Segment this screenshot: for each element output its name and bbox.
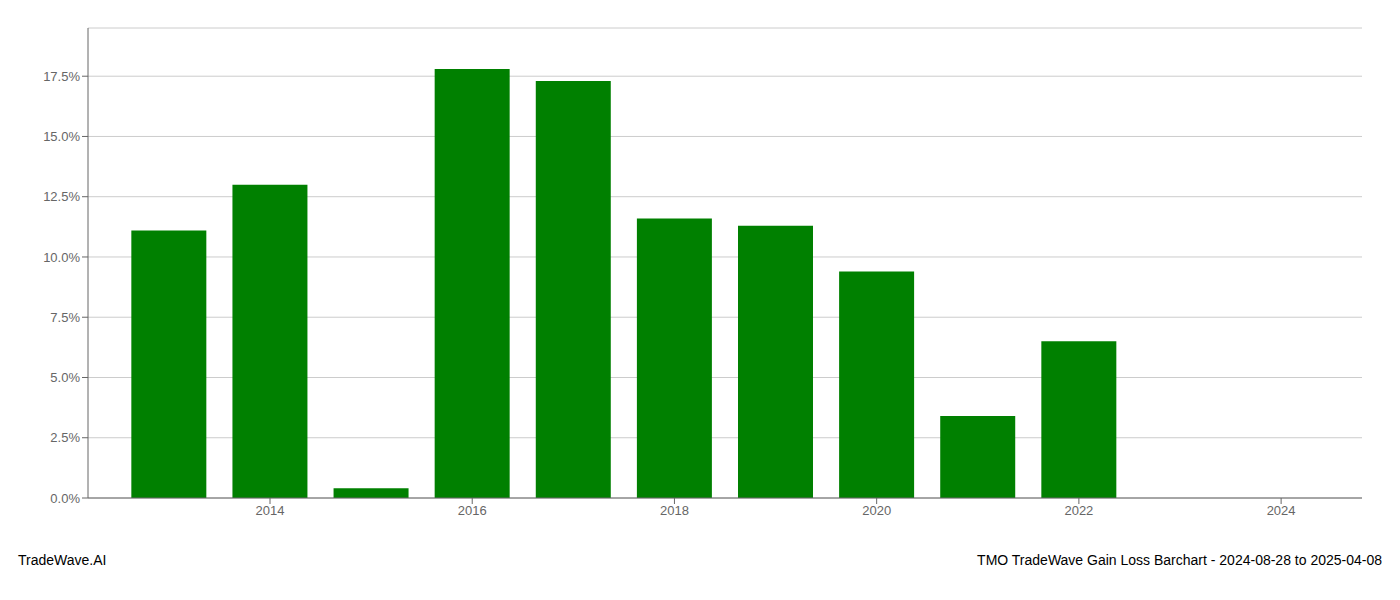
svg-text:2020: 2020 [862, 503, 891, 518]
svg-text:2014: 2014 [256, 503, 285, 518]
svg-text:0.0%: 0.0% [50, 491, 80, 506]
html-text:TMO TradeWave Gain Loss Barcha: TMO TradeWave Gain Loss Barchart - 2024-… [977, 552, 1382, 568]
svg-text:2016: 2016 [458, 503, 487, 518]
svg-text:2022: 2022 [1064, 503, 1093, 518]
html-text:TradeWave.AI: TradeWave.AI [18, 552, 107, 568]
svg-text:12.5%: 12.5% [43, 189, 80, 204]
svg-text:2.5%: 2.5% [50, 430, 80, 445]
svg-text:2024: 2024 [1267, 503, 1296, 518]
svg-text:2018: 2018 [660, 503, 689, 518]
svg-text:7.5%: 7.5% [50, 310, 80, 325]
svg-text:15.0%: 15.0% [43, 129, 80, 144]
svg-text:17.5%: 17.5% [43, 69, 80, 84]
svg-text:10.0%: 10.0% [43, 250, 80, 265]
svg-text:5.0%: 5.0% [50, 370, 80, 385]
